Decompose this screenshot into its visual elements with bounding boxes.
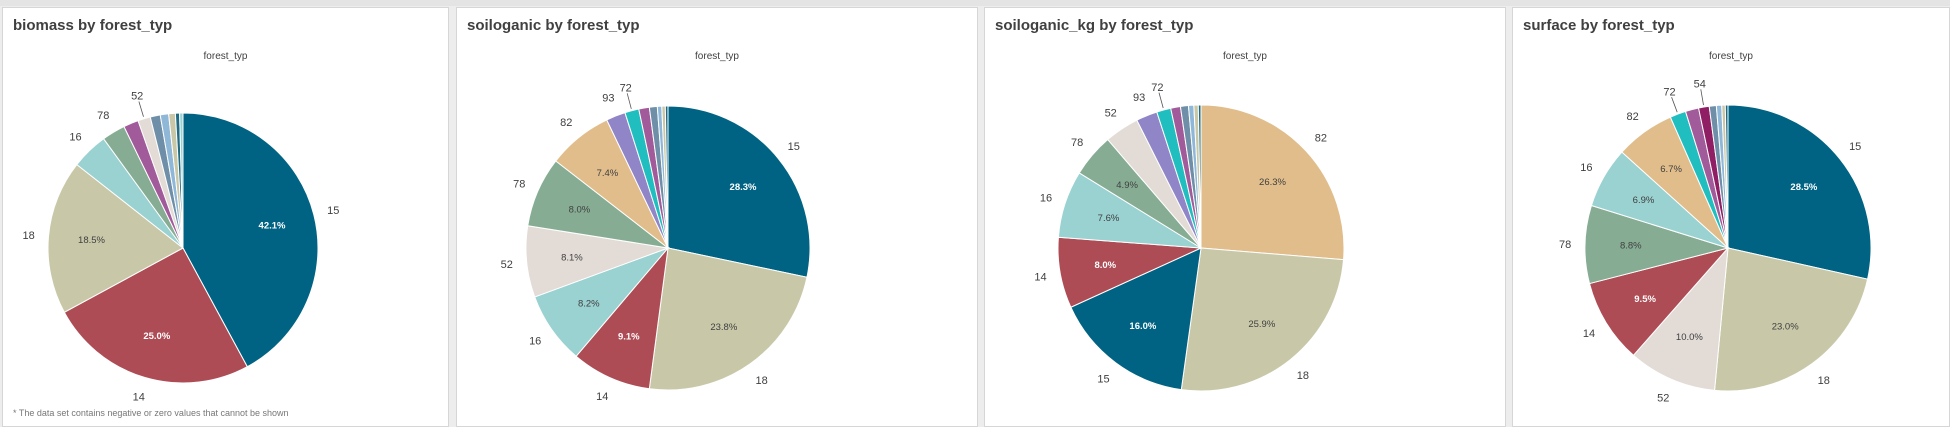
- pie-slice[interactable]: [648, 247, 808, 391]
- slice-category-label: 18: [22, 230, 34, 242]
- pie-chart[interactable]: 28.3% 15 23.8% 18 9.1% 14 8.2% 16 8.1% 52 8.0% 78 7.…: [457, 8, 978, 408]
- slice-percent-label: 8.8%: [1620, 241, 1642, 252]
- pie-chart[interactable]: 42.1% 15 25.0% 14 18.5% 18 16 78 52: [3, 8, 449, 408]
- slice-category-label: 14: [1034, 272, 1046, 284]
- slice-percent-label: 4.9%: [1116, 180, 1138, 191]
- slice-percent-label: 16.0%: [1129, 321, 1156, 332]
- pie-chart[interactable]: 28.5% 15 23.0% 18 10.0% 52 9.5% 14 8.8% 78 6.9% 16 6…: [1513, 8, 1950, 408]
- slice-percent-label: 9.1%: [618, 331, 640, 342]
- slice-category-label: 15: [327, 205, 339, 217]
- slice-category-label: 18: [1818, 375, 1830, 387]
- pie-slice[interactable]: [1200, 104, 1345, 261]
- chart-title: soiloganic_kg by forest_typ: [995, 17, 1194, 34]
- slice-category-label: 14: [596, 391, 608, 403]
- slice-category-label: 16: [529, 336, 541, 348]
- pie-slice[interactable]: [1197, 104, 1202, 249]
- slice-percent-label: 25.0%: [143, 331, 170, 342]
- slice-category-label: 52: [501, 259, 513, 271]
- pie-slice[interactable]: [47, 163, 184, 313]
- slice-percent-label: 18.5%: [78, 235, 105, 246]
- chart-panel-soiloganic[interactable]: soiloganic by forest_typ forest_typ 28.3…: [456, 7, 978, 427]
- slice-category-label: 78: [1559, 239, 1571, 251]
- slice-percent-label: 42.1%: [259, 220, 286, 231]
- chart-title: surface by forest_typ: [1523, 17, 1675, 34]
- slice-category-label: 52: [1657, 393, 1669, 405]
- pie-slice[interactable]: [182, 112, 319, 368]
- chart-title: soiloganic by forest_typ: [467, 17, 640, 34]
- slice-percent-label: 8.0%: [1094, 260, 1116, 271]
- pie-slice[interactable]: [1727, 104, 1872, 280]
- leader-line: [1671, 97, 1678, 113]
- slice-category-label: 14: [133, 392, 145, 404]
- pie-slice[interactable]: [1180, 247, 1345, 392]
- pie-slice[interactable]: [575, 246, 669, 390]
- slice-category-label: 15: [788, 141, 800, 153]
- pie-slice[interactable]: [1070, 247, 1202, 391]
- chart-title: biomass by forest_typ: [13, 17, 173, 34]
- slice-category-label: 72: [620, 83, 632, 95]
- slice-percent-label: 8.2%: [578, 298, 600, 309]
- chart-panel-surface[interactable]: surface by forest_typ forest_typ 28.5% 15…: [1512, 7, 1950, 427]
- slice-category-label: 82: [1315, 133, 1327, 145]
- slice-category-label: 15: [1849, 141, 1861, 153]
- pie-slice[interactable]: [63, 247, 248, 384]
- slice-percent-label: 10.0%: [1676, 332, 1703, 343]
- slice-category-label: 72: [1663, 87, 1675, 99]
- slice-category-label: 18: [1297, 370, 1309, 382]
- slice-category-label: 16: [1040, 193, 1052, 205]
- slice-category-label: 93: [1133, 92, 1145, 104]
- leader-line: [626, 93, 632, 109]
- slice-category-label: 18: [755, 375, 767, 387]
- pie-slice[interactable]: [179, 112, 184, 249]
- legend-title: forest_typ: [1709, 51, 1753, 62]
- slice-percent-label: 9.5%: [1634, 294, 1656, 305]
- slice-percent-label: 8.1%: [561, 252, 583, 263]
- slice-percent-label: 7.6%: [1098, 213, 1120, 224]
- slice-category-label: 16: [69, 131, 81, 143]
- slice-percent-label: 7.4%: [597, 168, 619, 179]
- footnote: * The data set contains negative or zero…: [13, 408, 289, 418]
- slice-category-label: 54: [1694, 78, 1706, 90]
- legend-title: forest_typ: [695, 51, 739, 62]
- slice-category-label: 78: [1071, 137, 1083, 149]
- pie-slice[interactable]: [1632, 246, 1729, 391]
- slice-percent-label: 23.8%: [710, 322, 737, 333]
- slice-category-label: 82: [1626, 111, 1638, 123]
- pie-slice[interactable]: [1724, 104, 1729, 249]
- slice-category-label: 16: [1580, 162, 1592, 174]
- pie-chart[interactable]: 26.3% 82 25.9% 18 16.0% 15 8.0% 14 7.6% 16 4.9% 78 5…: [985, 8, 1506, 408]
- legend-title: forest_typ: [1223, 51, 1267, 62]
- leader-line: [1158, 92, 1164, 109]
- slice-percent-label: 6.7%: [1660, 164, 1682, 175]
- slice-category-label: 52: [1105, 107, 1117, 119]
- pie-slice[interactable]: [667, 105, 811, 278]
- slice-category-label: 72: [1151, 82, 1163, 94]
- slice-category-label: 15: [1097, 374, 1109, 386]
- pie-slice[interactable]: [664, 105, 669, 249]
- slice-category-label: 52: [131, 91, 143, 103]
- slice-percent-label: 25.9%: [1248, 319, 1275, 330]
- slice-percent-label: 8.0%: [569, 205, 591, 216]
- legend-title: forest_typ: [203, 51, 248, 62]
- slice-category-label: 78: [513, 179, 525, 191]
- slice-percent-label: 6.9%: [1633, 195, 1655, 206]
- top-strip: [0, 0, 1950, 6]
- chart-panel-soiloganic-kg[interactable]: soiloganic_kg by forest_typ forest_typ 2…: [984, 7, 1506, 427]
- pie-slice[interactable]: [1713, 247, 1869, 392]
- slice-category-label: 82: [560, 117, 572, 129]
- slice-percent-label: 28.5%: [1790, 182, 1817, 193]
- leader-line: [1700, 89, 1704, 106]
- slice-percent-label: 26.3%: [1259, 177, 1286, 188]
- leader-line: [138, 101, 144, 117]
- slice-category-label: 14: [1583, 328, 1595, 340]
- slice-category-label: 93: [602, 92, 614, 104]
- slice-category-label: 78: [97, 110, 109, 122]
- slice-percent-label: 23.0%: [1772, 322, 1799, 333]
- chart-panel-biomass[interactable]: biomass by forest_typ forest_typ 42.1% 15…: [2, 7, 449, 427]
- slice-percent-label: 28.3%: [730, 182, 757, 193]
